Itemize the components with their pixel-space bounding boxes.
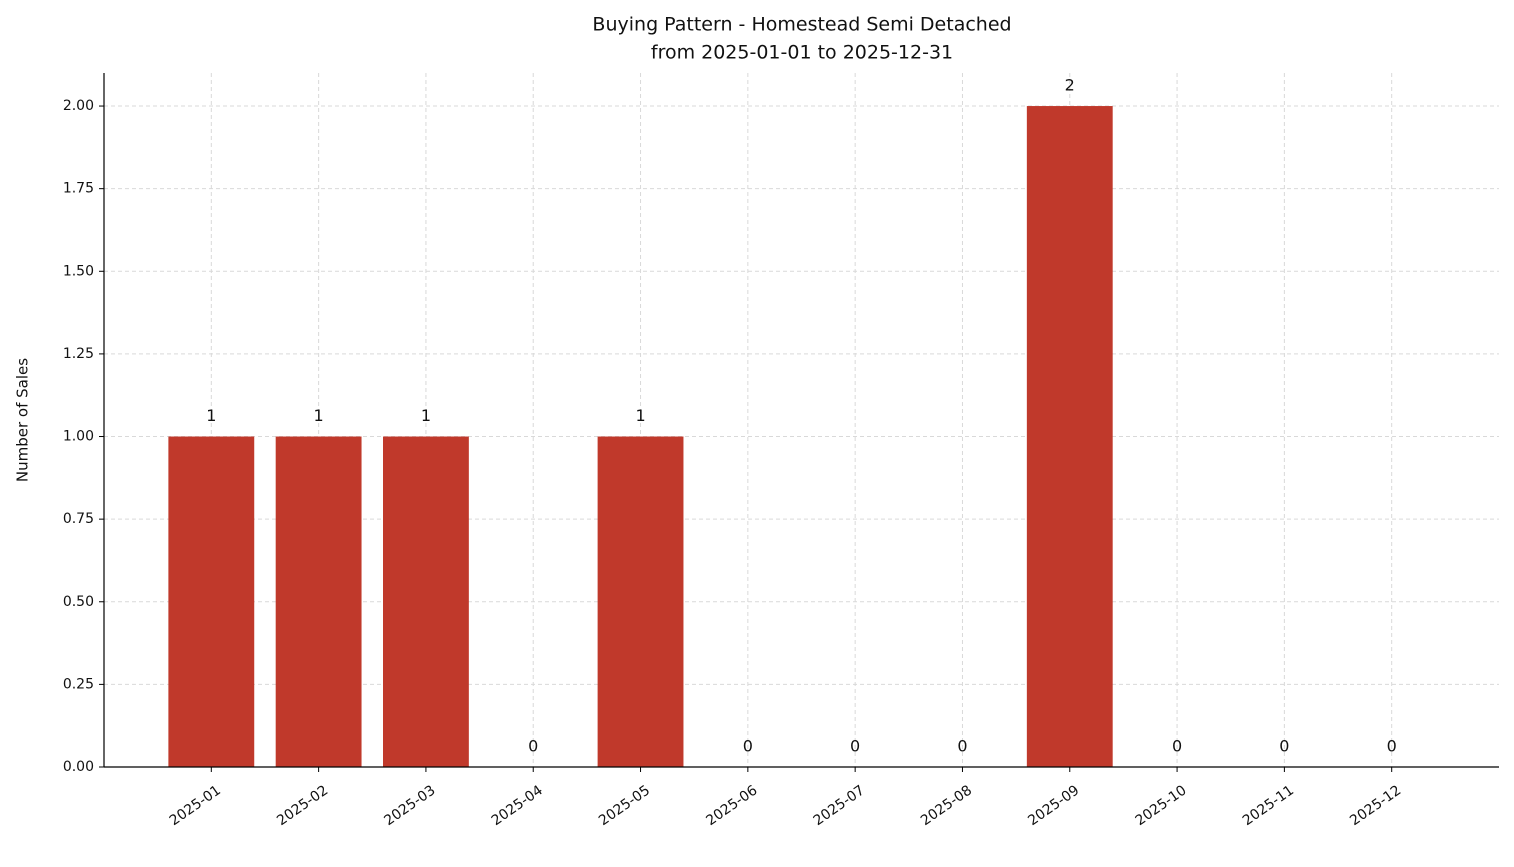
y-tick-label: 2.00 (63, 98, 94, 114)
bar (275, 436, 362, 767)
data-label: 0 (850, 737, 860, 756)
y-axis-label: Number of Sales (14, 358, 32, 482)
bar (168, 436, 255, 767)
y-tick-label: 0.25 (63, 676, 94, 692)
x-tick-label: 2025-11 (1240, 782, 1297, 829)
y-tick-label: 1.00 (63, 429, 94, 445)
data-label: 0 (1279, 737, 1289, 756)
y-tick-label: 0.75 (63, 511, 94, 527)
plot-area (168, 106, 1113, 768)
chart-subtitle: from 2025-01-01 to 2025-12-31 (651, 42, 953, 64)
chart-title: Buying Pattern - Homestead Semi Detached (592, 14, 1011, 36)
data-label: 0 (1387, 737, 1397, 756)
y-tick-label: 0.00 (63, 759, 94, 775)
x-tick-label: 2025-06 (703, 782, 760, 829)
y-tick-label: 1.25 (63, 346, 94, 362)
data-label: 0 (743, 737, 753, 756)
data-label: 1 (206, 406, 216, 425)
y-tick-label: 1.75 (63, 181, 94, 197)
data-label: 0 (1172, 737, 1182, 756)
y-tick-label: 1.50 (63, 263, 94, 279)
data-label: 1 (635, 406, 645, 425)
x-tick-label: 2025-01 (167, 782, 224, 829)
x-tick-label: 2025-10 (1133, 782, 1190, 829)
data-label: 1 (421, 406, 431, 425)
x-tick-label: 2025-03 (381, 782, 438, 829)
x-tick-label: 2025-04 (489, 782, 546, 829)
x-tick-label: 2025-05 (596, 782, 653, 829)
y-tick-label: 0.50 (63, 594, 94, 610)
x-tick-label: 2025-09 (1025, 782, 1082, 829)
bar (597, 436, 684, 767)
x-tick-label: 2025-07 (811, 782, 868, 829)
bar (383, 436, 469, 767)
data-label: 0 (957, 737, 967, 756)
data-label: 0 (528, 737, 538, 756)
x-tick-label: 2025-02 (274, 782, 331, 829)
x-tick-label: 2025-08 (918, 782, 975, 829)
bar (1026, 106, 1113, 768)
data-label: 2 (1065, 76, 1075, 95)
data-label: 1 (314, 406, 324, 425)
x-tick-label: 2025-12 (1347, 782, 1404, 829)
